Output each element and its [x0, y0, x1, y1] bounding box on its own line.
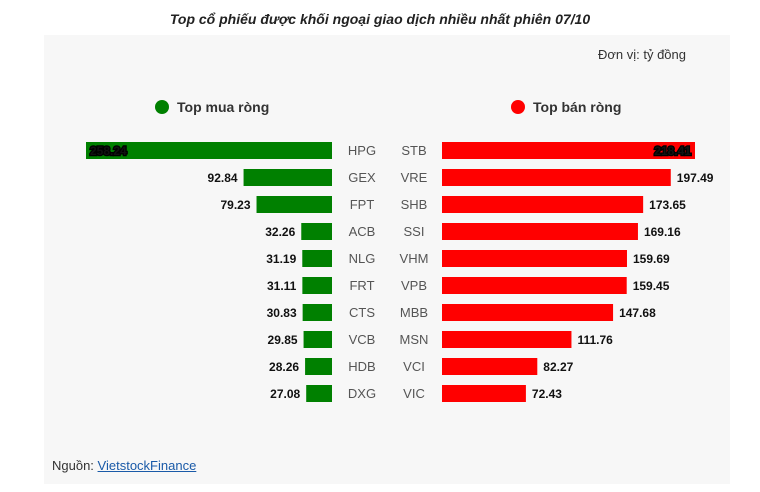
- chart-title: Top cổ phiếu được khối ngoại giao dịch n…: [169, 11, 591, 27]
- sell-ticker-label: STB: [401, 143, 426, 158]
- buy-bar: [302, 277, 332, 294]
- sell-value-label: 82.27: [543, 360, 573, 374]
- buy-bar: [305, 358, 332, 375]
- buy-value-label: 92.84: [208, 171, 238, 185]
- buy-ticker-label: GEX: [348, 170, 376, 185]
- sell-ticker-label: VHM: [400, 251, 429, 266]
- sell-bar: [442, 196, 644, 213]
- buy-value-label: 31.11: [267, 279, 297, 293]
- sell-ticker-label: VCI: [403, 359, 425, 374]
- buy-value-label: 29.85: [268, 333, 298, 347]
- sell-ticker-label: VIC: [403, 386, 425, 401]
- legend-buy: Top mua ròng: [155, 99, 269, 115]
- sell-bar: [442, 142, 695, 159]
- buy-ticker-label: CTS: [349, 305, 375, 320]
- sell-ticker-label: VRE: [401, 170, 428, 185]
- sell-value-label: 159.69: [633, 252, 670, 266]
- buy-bar: [302, 250, 332, 267]
- legend-buy-label: Top mua ròng: [177, 99, 270, 115]
- buy-ticker-label: VCB: [349, 332, 376, 347]
- sell-bar: [442, 169, 671, 186]
- legend-buy-dot-icon: [155, 100, 169, 114]
- buy-value-label: 31.19: [266, 252, 296, 266]
- buy-bar: [256, 196, 332, 213]
- source-line: Nguồn: VietstockFinance: [52, 458, 196, 473]
- buy-bar: [306, 385, 332, 402]
- sell-bar: [442, 358, 538, 375]
- legend-sell-dot-icon: [511, 100, 525, 114]
- source-link[interactable]: VietstockFinance: [97, 458, 197, 473]
- buy-ticker-label: HPG: [348, 143, 376, 158]
- buy-value-label: 27.08: [270, 387, 300, 401]
- source-label: Nguồn:: [52, 458, 94, 473]
- sell-value-label: 218.41: [654, 144, 691, 158]
- buy-ticker-label: FPT: [350, 197, 375, 212]
- sell-value-label: 111.76: [577, 333, 613, 347]
- buy-bar: [303, 331, 332, 348]
- sell-ticker-label: VPB: [401, 278, 427, 293]
- legend-sell-label: Top bán ròng: [533, 99, 622, 115]
- buy-bar: [301, 223, 332, 240]
- sell-value-label: 169.16: [644, 225, 681, 239]
- buy-ticker-label: NLG: [349, 251, 376, 266]
- buy-value-label: 32.26: [265, 225, 295, 239]
- sell-value-label: 72.43: [532, 387, 562, 401]
- unit-label: Đơn vị: tỷ đồng: [597, 47, 686, 62]
- buy-value-label: 258.24: [90, 144, 127, 158]
- sell-bar: [442, 304, 614, 321]
- sell-bar: [442, 250, 627, 267]
- sell-bar: [442, 385, 526, 402]
- buy-ticker-label: DXG: [348, 386, 376, 401]
- buy-value-label: 30.83: [267, 306, 297, 320]
- sell-bar: [442, 223, 638, 240]
- sell-value-label: 197.49: [677, 171, 714, 185]
- buy-value-label: 79.23: [220, 198, 250, 212]
- buy-bar: [86, 142, 332, 159]
- sell-bar: [442, 331, 572, 348]
- sell-value-label: 173.65: [649, 198, 686, 212]
- sell-ticker-label: MBB: [400, 305, 428, 320]
- sell-value-label: 147.68: [619, 306, 656, 320]
- sell-bar: [442, 277, 627, 294]
- buy-ticker-label: HDB: [348, 359, 375, 374]
- buy-bar: [243, 169, 332, 186]
- buy-ticker-label: ACB: [349, 224, 376, 239]
- legend-sell: Top bán ròng: [511, 99, 621, 115]
- buy-ticker-label: FRT: [349, 278, 374, 293]
- buy-value-label: 28.26: [269, 360, 299, 374]
- sell-ticker-label: SSI: [404, 224, 425, 239]
- sell-value-label: 159.45: [633, 279, 670, 293]
- sell-ticker-label: SHB: [401, 197, 428, 212]
- buy-bar: [302, 304, 332, 321]
- sell-ticker-label: MSN: [400, 332, 429, 347]
